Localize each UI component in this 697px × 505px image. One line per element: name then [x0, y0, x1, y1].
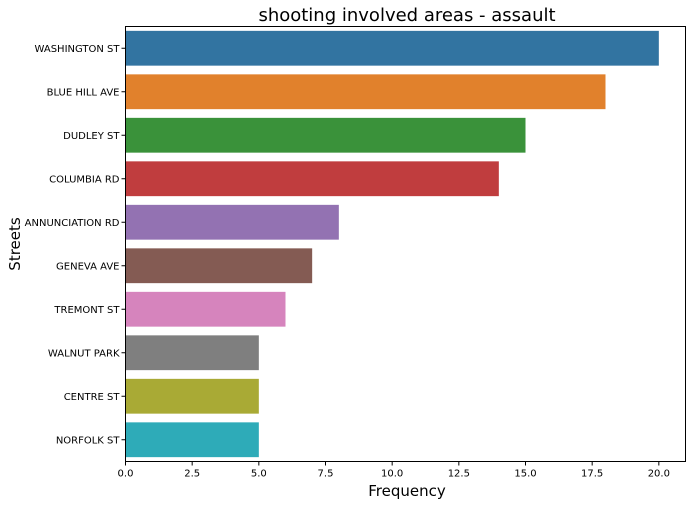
x-tick-label: 20.0 [648, 469, 670, 480]
x-tick-label: 0.0 [118, 469, 134, 480]
y-tick-label-geneva-ave: GENEVA AVE [56, 261, 119, 272]
bar-centre-st [125, 378, 259, 414]
bar-walnut-park [125, 335, 259, 371]
x-tick-label: 2.5 [184, 469, 200, 480]
bar-tremont-st [125, 291, 286, 327]
x-tick-label: 15.0 [514, 469, 536, 480]
bar-norfolk-st [125, 422, 259, 458]
y-tick-label-columbia-rd: COLUMBIA RD [49, 174, 120, 185]
bars-group [125, 30, 659, 458]
plot-frame [125, 26, 686, 462]
x-tick-label: 5.0 [251, 469, 267, 480]
y-tick-label-washington-st: WASHINGTON ST [35, 44, 121, 55]
y-tick-label-annunciation-rd: ANNUNCIATION RD [25, 218, 120, 229]
x-axis-ticks: 0.0 2.5 5.0 7.5 10.0 12.5 15.0 17.5 20.0 [118, 461, 670, 480]
bar-washington-st [125, 30, 659, 66]
y-tick-label-dudley-st: DUDLEY ST [63, 131, 120, 142]
bar-columbia-rd [125, 161, 499, 197]
x-axis-label: Frequency [368, 482, 446, 500]
y-tick-label-norfolk-st: NORFOLK ST [56, 435, 121, 446]
y-tick-label-tremont-st: TREMONT ST [53, 305, 120, 316]
y-axis-ticks: WASHINGTON ST BLUE HILL AVE DUDLEY ST COLUM… [25, 44, 126, 446]
x-tick-label: 17.5 [581, 469, 603, 480]
bar-annunciation-rd [125, 204, 339, 240]
x-tick-label: 12.5 [448, 469, 470, 480]
x-tick-label: 10.0 [381, 469, 403, 480]
y-axis-label: Streets [6, 217, 24, 271]
x-tick-label: 7.5 [318, 469, 334, 480]
y-tick-label-walnut-park: WALNUT PARK [48, 348, 120, 359]
bar-blue-hill-ave [125, 74, 606, 110]
y-tick-label-blue-hill-ave: BLUE HILL AVE [47, 87, 120, 98]
chart-title: shooting involved areas - assault [258, 5, 555, 26]
bar-geneva-ave [125, 248, 313, 284]
y-tick-label-centre-st: CENTRE ST [64, 392, 121, 403]
bar-dudley-st [125, 117, 526, 153]
